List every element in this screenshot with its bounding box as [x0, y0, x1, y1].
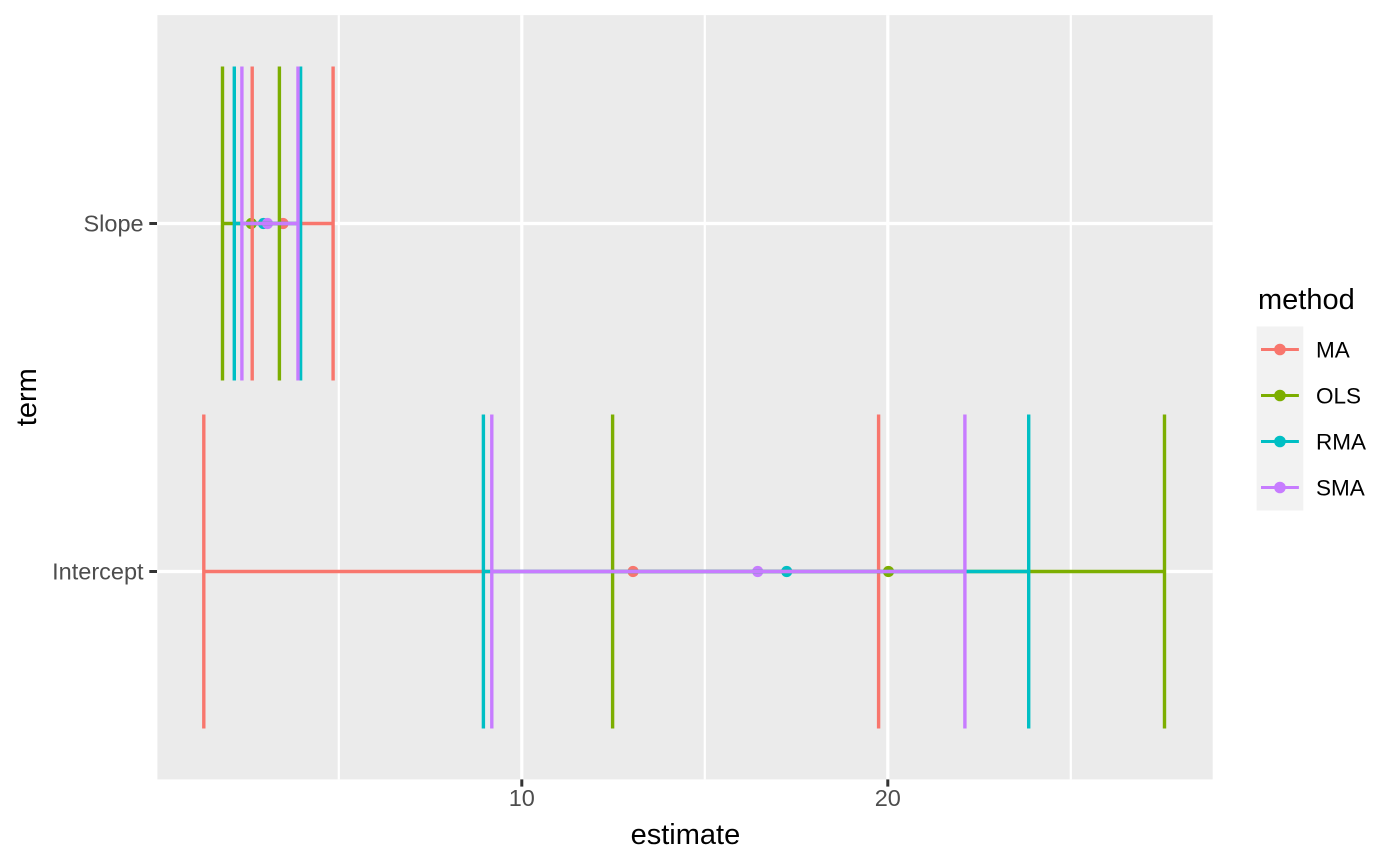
svg-text:SMA: SMA	[1316, 476, 1365, 501]
svg-text:Slope: Slope	[83, 211, 143, 237]
svg-text:OLS: OLS	[1316, 384, 1361, 409]
svg-text:RMA: RMA	[1316, 430, 1366, 455]
svg-text:10: 10	[509, 785, 535, 811]
svg-text:term: term	[11, 368, 43, 426]
svg-text:Intercept: Intercept	[52, 559, 144, 585]
svg-text:20: 20	[875, 785, 901, 811]
svg-text:method: method	[1258, 284, 1355, 316]
svg-text:MA: MA	[1316, 338, 1350, 363]
svg-text:estimate: estimate	[631, 819, 741, 851]
